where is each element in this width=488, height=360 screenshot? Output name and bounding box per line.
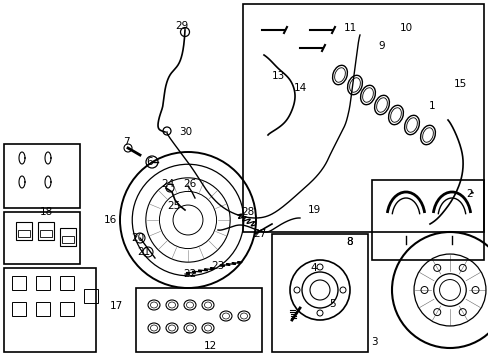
Text: 20: 20 xyxy=(131,233,144,243)
Bar xyxy=(12,276,26,290)
Bar xyxy=(12,302,26,316)
Bar xyxy=(4,144,80,208)
Text: 26: 26 xyxy=(183,179,196,189)
Text: 3: 3 xyxy=(370,337,377,347)
Bar xyxy=(40,230,52,237)
Text: 6: 6 xyxy=(146,157,153,167)
Text: 10: 10 xyxy=(399,23,412,33)
Text: 25: 25 xyxy=(167,201,180,211)
Bar xyxy=(4,268,96,352)
Text: 22: 22 xyxy=(183,269,196,279)
Text: 30: 30 xyxy=(179,127,192,137)
Bar xyxy=(60,302,74,316)
Text: 15: 15 xyxy=(452,79,466,89)
Text: 21: 21 xyxy=(137,247,150,257)
Bar xyxy=(38,222,54,240)
Bar xyxy=(243,4,483,232)
Text: 27: 27 xyxy=(253,229,266,239)
Bar xyxy=(4,212,80,264)
Text: 2: 2 xyxy=(466,189,472,199)
Text: 8: 8 xyxy=(346,237,353,247)
Text: 19: 19 xyxy=(307,205,320,215)
Text: 4: 4 xyxy=(310,263,317,273)
Text: 16: 16 xyxy=(103,215,116,225)
Text: 1: 1 xyxy=(428,101,434,111)
Bar xyxy=(18,230,30,237)
Text: 7: 7 xyxy=(122,137,129,147)
Text: 12: 12 xyxy=(203,341,216,351)
Bar xyxy=(62,236,74,243)
Bar xyxy=(60,228,76,246)
Text: 17: 17 xyxy=(109,301,122,311)
Bar xyxy=(36,302,50,316)
Text: 18: 18 xyxy=(40,207,53,217)
Text: 11: 11 xyxy=(343,23,356,33)
Text: 9: 9 xyxy=(378,41,385,51)
Bar xyxy=(136,288,262,352)
Text: 28: 28 xyxy=(241,207,254,217)
Bar xyxy=(60,276,74,290)
Bar xyxy=(84,289,98,303)
Text: 13: 13 xyxy=(271,71,284,81)
Text: 8: 8 xyxy=(346,237,353,247)
Bar xyxy=(371,180,483,260)
Bar xyxy=(271,234,367,352)
Text: 23: 23 xyxy=(211,261,224,271)
Text: 14: 14 xyxy=(293,83,306,93)
Text: 24: 24 xyxy=(161,179,174,189)
Text: 29: 29 xyxy=(175,21,188,31)
Bar xyxy=(36,276,50,290)
Bar xyxy=(16,222,32,240)
Text: 5: 5 xyxy=(328,299,335,309)
